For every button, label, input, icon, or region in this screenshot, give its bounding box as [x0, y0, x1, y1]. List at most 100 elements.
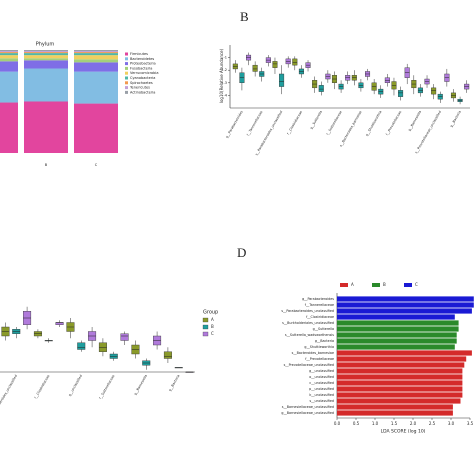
- bar: [337, 404, 453, 410]
- x-tick-label: f__Clostridiaceae: [34, 374, 51, 399]
- bar: [337, 374, 463, 380]
- bar: [337, 302, 474, 308]
- bar-segment: [0, 58, 18, 62]
- bar: [337, 410, 453, 416]
- y-tick-label: g__Barnesiellaceae_unclassified: [281, 411, 334, 415]
- legend-label: A: [351, 282, 354, 287]
- bar-segment: [74, 71, 118, 104]
- x-tick-label: g__Shuttleworthia: [365, 110, 383, 137]
- legend-label: Bacteroidetes: [130, 57, 154, 61]
- box: [292, 58, 298, 66]
- bar-segment: [0, 53, 18, 56]
- legend-label: Cyanobacteria: [130, 76, 155, 80]
- y-tick-label: g__Shuttleworthia: [304, 345, 334, 349]
- x-tick-label: f__Sutterellaceae: [98, 374, 115, 400]
- box: [272, 61, 278, 68]
- legend-label: Spirochaetes: [130, 81, 153, 85]
- box: [55, 322, 64, 325]
- bar: [337, 350, 472, 356]
- x-tick-label: f__Prevotellaceae: [385, 110, 402, 136]
- legend-label: C: [415, 282, 418, 287]
- y-tick-label: k__unclassified: [309, 393, 334, 397]
- x-tick-label: 0.5: [353, 421, 360, 426]
- y-tick-label: g__Parabacteroides: [302, 297, 334, 301]
- x-tick-label: 0.0: [334, 421, 341, 426]
- legend-swatch: [202, 317, 209, 323]
- legend-swatch: [125, 57, 128, 61]
- y-tick-label: s__Prevotellaceae_unclassified: [284, 363, 334, 367]
- bar-segment: [0, 61, 18, 72]
- y-tick-label: s__Parabacteroides_unclassified: [281, 309, 334, 313]
- bar: [337, 392, 463, 398]
- bar-segment: [0, 51, 18, 53]
- y-tick-label: c__unclassified: [309, 381, 334, 385]
- bar-segment: [74, 55, 118, 60]
- bar: [337, 296, 474, 302]
- bar-segment: [24, 68, 68, 102]
- bar: [337, 320, 459, 326]
- bar-segment: [74, 50, 118, 52]
- x-axis-label: LDA SCORE (log 10): [381, 429, 426, 435]
- y-tick-label: s__Bacteroides_barnesiae: [292, 351, 334, 355]
- legend-label: Verrucomicrobia: [130, 71, 159, 75]
- y-tick-label: s__Burkholderiales_unclassified: [282, 321, 334, 325]
- bar: [337, 344, 455, 350]
- bar-segment: [0, 52, 18, 54]
- y-tick-label: f__Clostridiaceae: [306, 315, 334, 319]
- box: [398, 90, 404, 97]
- legend-label: B: [211, 324, 214, 329]
- bar: [337, 368, 463, 374]
- legend-swatch: [125, 81, 128, 85]
- y-tick-label: o__unclassified: [309, 375, 334, 379]
- y-tick-label: -4: [224, 93, 228, 97]
- legend-swatch: [202, 324, 209, 330]
- panel-letter: B: [240, 9, 249, 24]
- bar-segment: [74, 53, 118, 56]
- box: [252, 64, 258, 72]
- legend-swatch: [125, 62, 128, 66]
- x-tick-label: g__Barnesiella: [407, 110, 422, 132]
- bar-segment: [24, 51, 68, 53]
- x-tick-label: 1.5: [391, 421, 398, 426]
- y-tick-label: g__unclassified: [309, 369, 334, 373]
- x-tick-label: f__Sutterellaceae: [326, 110, 343, 136]
- bar: [337, 308, 472, 314]
- y-tick-label: f__Prevotellaceae: [305, 357, 334, 361]
- y-tick-label: -3: [224, 81, 228, 85]
- bar: [337, 380, 463, 386]
- legend-label: A: [211, 317, 214, 322]
- bar-segment: [24, 58, 68, 61]
- legend-swatch: [125, 76, 128, 80]
- bar-segment: [74, 103, 118, 153]
- legend-label: Firmicutes: [130, 52, 148, 56]
- bar-segment: [74, 51, 118, 53]
- legend-title: Group: [203, 310, 218, 316]
- legend-swatch: [340, 283, 348, 287]
- legend-label: C: [211, 331, 214, 336]
- legend-swatch: [125, 66, 128, 70]
- bar-segment: [24, 101, 68, 153]
- y-tick-label: -2: [224, 68, 228, 72]
- y-tick-label: g__Sutterella: [313, 327, 334, 331]
- bar: [337, 398, 461, 404]
- box: [120, 333, 129, 341]
- bar-segment: [74, 59, 118, 63]
- bar: [337, 332, 457, 338]
- x-tick-label: f__Tannerellaceae: [246, 110, 264, 136]
- legend-swatch: [125, 86, 128, 90]
- x-tick-label: s__Parabacteroides_unclassified: [0, 374, 18, 420]
- y-tick-label: -1: [224, 56, 228, 60]
- box: [77, 342, 86, 350]
- bar: [337, 326, 459, 332]
- bar-segment: [24, 55, 68, 59]
- x-tick-label: g__Sutterella: [309, 110, 323, 130]
- bar-segment: [24, 53, 68, 56]
- x-tick-label: g__Bacteria: [168, 374, 181, 392]
- y-tick-label: s__Barnesiellaceae_unclassified: [282, 405, 334, 409]
- y-tick-label: p__unclassified: [309, 387, 334, 391]
- x-tick-label: g__Bacteria: [449, 110, 462, 128]
- chart-title: Phylum: [36, 42, 55, 48]
- legend-swatch: [125, 52, 128, 56]
- x-tick-label: g__Barnesiella: [133, 374, 148, 396]
